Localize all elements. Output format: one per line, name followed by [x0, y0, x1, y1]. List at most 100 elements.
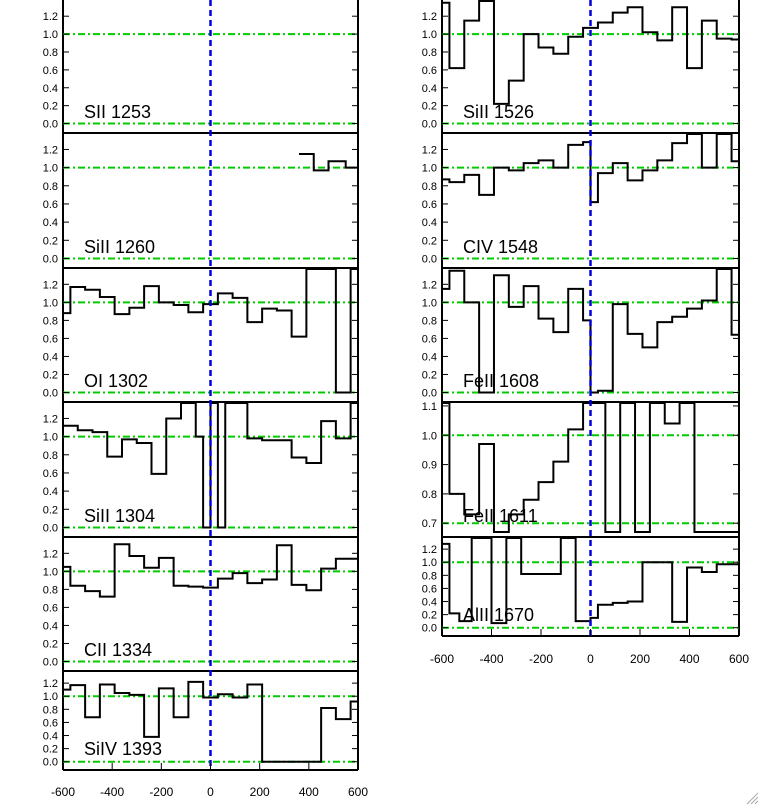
y-tick-label: 1.2: [43, 678, 58, 690]
y-tick-label: 0.6: [422, 65, 437, 77]
y-tick-label: 1.2: [43, 279, 58, 291]
y-tick-label: 0.0: [43, 522, 58, 534]
x-tick-label: -400: [479, 652, 503, 666]
y-tick-label: 0.7: [422, 518, 437, 530]
y-tick-label: 0.8: [43, 450, 58, 462]
panel-oi-1302: 0.0 0.2 0.4 0.6 0.8 1.0 1.2 OI 1302: [43, 267, 359, 402]
y-tick-label: 1.0: [43, 29, 58, 41]
panel-sii-1253: 0.0 0.2 0.4 0.6 0.8 1.0 1.2 SII 1253: [43, 0, 359, 133]
y-tick-label: 0.8: [422, 315, 437, 327]
spectrum-step-line: [299, 152, 358, 172]
panel-siiv-1393: 0.00.20.4 0.60.81.01.2 SiIV 1393: [43, 670, 359, 770]
x-tick-label: 600: [729, 652, 749, 666]
spectrum-step-line: [442, 537, 740, 625]
y-tick-label: 0.4: [422, 83, 437, 95]
x-tick-label: -200: [149, 785, 173, 799]
spectrum-step-line: [442, 402, 740, 533]
y-tick-label: 1.1: [422, 401, 437, 413]
y-tick-label: 0.6: [422, 583, 437, 595]
y-tick-label: 0.8: [43, 315, 58, 327]
y-tick-label: 0.2: [43, 638, 58, 650]
y-tick-label: 1.2: [43, 413, 58, 425]
panel-label: AlII 1670: [463, 605, 534, 625]
y-tick-label: 1.2: [43, 144, 58, 156]
panel-label: FeII 1611: [463, 506, 538, 526]
spectrum-step-line: [63, 543, 358, 598]
y-tick-label: 0.4: [43, 217, 58, 229]
x-tick-label: 600: [348, 785, 368, 799]
panel-alii-1670: 0.00.20.4 0.60.81.01.2 AlII 1670: [422, 536, 740, 636]
y-tick-label: 1.2: [43, 11, 58, 23]
y-tick-label: 0.4: [422, 597, 437, 609]
y-tick-label: 1.0: [43, 566, 58, 578]
x-tick-label: 200: [630, 652, 650, 666]
y-tick-label: 1.0: [43, 163, 58, 175]
y-tick-label: 1.0: [422, 163, 437, 175]
y-tick-label: 0.8: [422, 489, 437, 501]
y-tick-label: 0.4: [43, 351, 58, 363]
y-tick-label: 0.2: [422, 369, 437, 381]
y-tick-label: 0.0: [43, 387, 58, 399]
y-tick-label: 0.8: [43, 704, 58, 716]
y-tick-label: 1.2: [422, 144, 437, 156]
y-tick-label: 0.8: [43, 584, 58, 596]
y-tick-label: 0.8: [43, 47, 58, 59]
spectrum-step-line: [442, 268, 739, 394]
y-tick-label: 0.4: [422, 217, 437, 229]
panel-label: CIV 1548: [463, 237, 538, 257]
y-tick-label: 1.0: [43, 432, 58, 444]
x-tick-label: -600: [430, 652, 454, 666]
panel-label: OI 1302: [84, 371, 148, 391]
y-tick-label: 0.0: [422, 119, 437, 131]
y-tick-label: 0.4: [43, 731, 58, 743]
y-tick-label: 1.0: [422, 430, 437, 442]
y-tick-label: 1.2: [422, 544, 437, 556]
x-tick-label: -400: [100, 785, 124, 799]
y-tick-label: 0.6: [43, 199, 58, 211]
panel-label: SiII 1304: [84, 506, 155, 526]
panel-label: SII 1253: [84, 102, 151, 122]
y-tick-label: 0.8: [422, 570, 437, 582]
spectrum-step-line: [63, 680, 358, 763]
y-tick-label: 0.0: [422, 623, 437, 635]
y-tick-label: 0.4: [422, 351, 437, 363]
y-tick-label: 0.9: [422, 460, 437, 472]
y-tick-label: 0.2: [43, 235, 58, 247]
y-tick-label: 0.2: [43, 744, 58, 756]
y-tick-label: 0.0: [43, 757, 58, 769]
y-tick-label: 0.8: [422, 47, 437, 59]
panel-feii-1611: 0.7 0.8 0.9 1.0 1.1 FeII 1611: [422, 401, 740, 537]
y-tick-label: 0.6: [43, 602, 58, 614]
y-tick-label: 0.2: [422, 235, 437, 247]
y-tick-label: 0.0: [422, 387, 437, 399]
panel-siii-1260: 0.0 0.2 0.4 0.6 0.8 1.0 1.2 SiII 1260: [43, 132, 359, 268]
y-tick-label: 0.0: [422, 253, 437, 265]
y-tick-label: 1.0: [422, 557, 437, 569]
x-tick-label: -600: [51, 785, 75, 799]
y-tick-label: 1.0: [422, 297, 437, 309]
panel-siii-1526: 0.0 0.2 0.4 0.6 0.8 1.0 1.2 SiII 1526: [422, 0, 740, 133]
y-tick-label: 0.0: [43, 656, 58, 668]
x-tick-label: 200: [250, 785, 270, 799]
y-tick-label: 0.0: [43, 253, 58, 265]
y-tick-label: 0.4: [43, 620, 58, 632]
panel-label: SiII 1526: [463, 102, 534, 122]
y-tick-label: 0.6: [422, 199, 437, 211]
x-tick-label: 0: [587, 652, 594, 666]
panel-label: CII 1334: [84, 640, 152, 660]
resize-grip-icon[interactable]: [745, 791, 759, 805]
spectrum-step-line: [442, 0, 739, 105]
x-tick-label: 400: [299, 785, 319, 799]
x-tick-label: 400: [679, 652, 699, 666]
panel-siii-1304: 0.0 0.2 0.4 0.6 0.8 1.0 1.2 SiII 1304: [43, 401, 359, 537]
y-tick-label: 1.0: [43, 297, 58, 309]
y-tick-label: 1.2: [422, 279, 437, 291]
y-tick-label: 0.2: [43, 101, 58, 113]
panel-label: SiIV 1393: [84, 739, 162, 759]
y-tick-label: 0.6: [43, 333, 58, 345]
y-tick-label: 1.2: [422, 11, 437, 23]
y-tick-label: 0.6: [43, 65, 58, 77]
y-tick-label: 0.6: [422, 333, 437, 345]
y-tick-label: 0.2: [43, 369, 58, 381]
